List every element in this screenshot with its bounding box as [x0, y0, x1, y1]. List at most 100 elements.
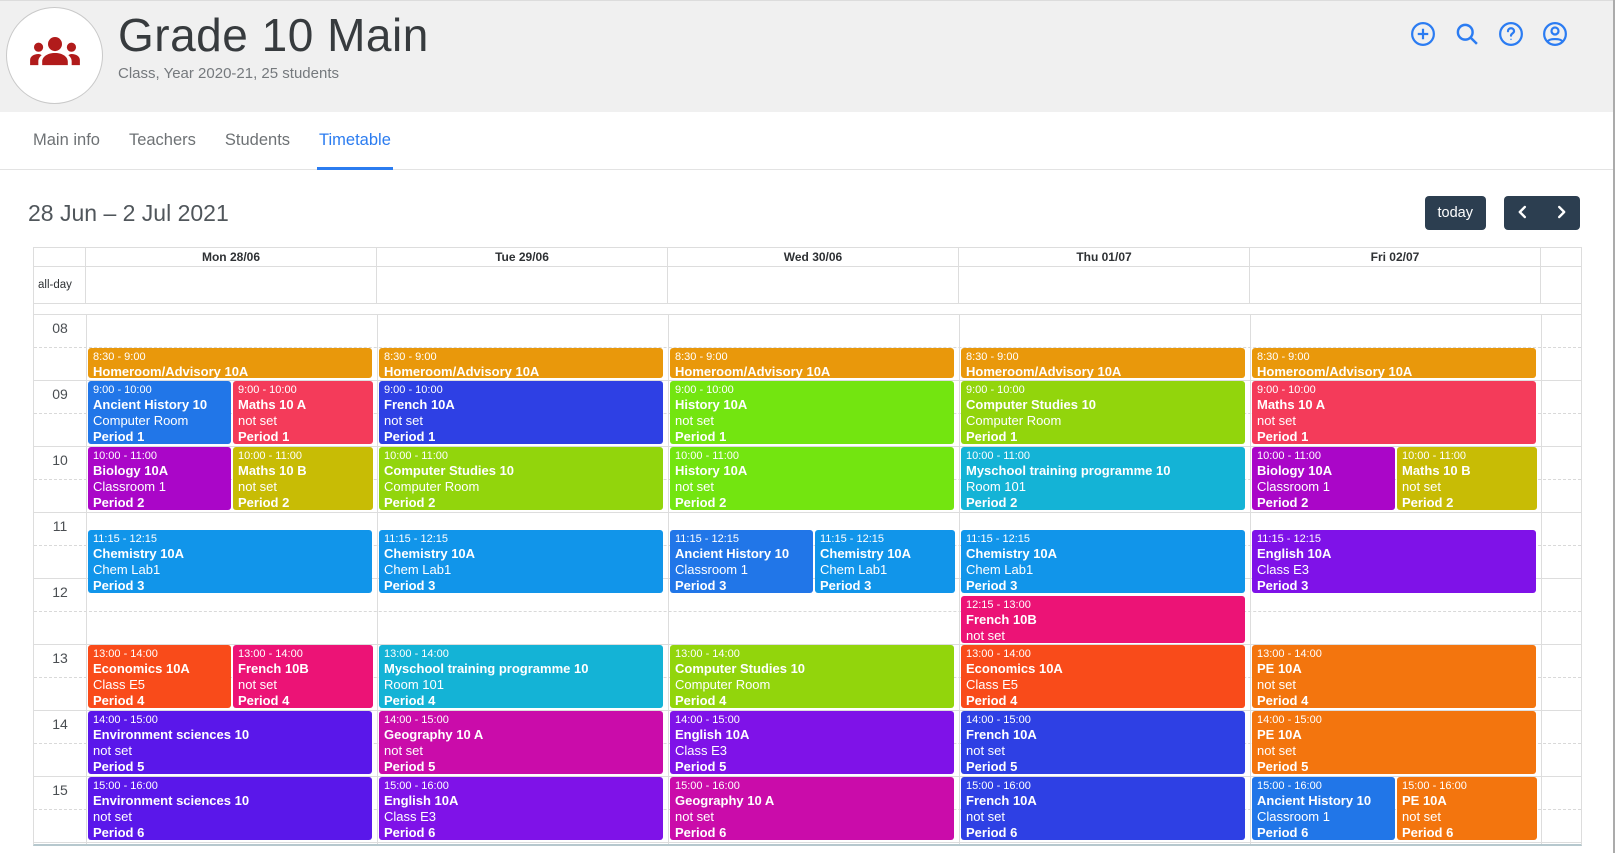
event-time: 13:00 - 14:00 — [238, 648, 303, 660]
hour-row[interactable] — [34, 579, 1581, 645]
event[interactable]: 14:00 - 15:00 Environment sciences 10 not … — [88, 711, 372, 774]
event-subject: PE 10A — [1257, 661, 1302, 676]
tab-students[interactable]: Students — [224, 131, 291, 149]
event[interactable]: 11:15 - 12:15 Chemistry 10A Chem Lab1 Perio… — [961, 530, 1245, 593]
event-subject: PE 10A — [1257, 727, 1302, 742]
tab-timetable[interactable]: Timetable — [317, 112, 393, 170]
event-period: Period 6 — [675, 825, 727, 840]
tab-main-info[interactable]: Main info — [33, 131, 100, 149]
event[interactable]: 13:00 - 14:00 Myschool training programme… — [379, 645, 663, 708]
event[interactable]: 11:15 - 12:15 Ancient History 10 Classroom… — [670, 530, 813, 593]
event-room: Computer Room — [966, 413, 1062, 428]
event[interactable]: 11:15 - 12:15 Chemistry 10A Chem Lab1 Perio… — [88, 530, 372, 593]
event[interactable]: 10:00 - 11:00 Biology 10A Classroom 1 Perio… — [88, 447, 231, 510]
hour-row[interactable] — [34, 843, 1581, 844]
event[interactable]: 15:00 - 16:00 Environment sciences 10 not … — [88, 777, 372, 840]
all-day-cell[interactable] — [86, 267, 377, 303]
event-period: Period 6 — [1257, 825, 1309, 840]
event[interactable]: 14:00 - 15:00 PE 10A not set Period 5 — [1252, 711, 1536, 774]
event-subject: Homeroom/Advisory 10A — [966, 364, 1122, 378]
event[interactable]: 11:15 - 12:15 Chemistry 10A Chem Lab1 Perio… — [379, 530, 663, 593]
grid-vline — [1250, 315, 1251, 844]
event[interactable]: 8:30 - 9:00 Homeroom/Advisory 10A — [379, 348, 663, 378]
event-time: 8:30 - 9:00 — [1257, 351, 1310, 363]
event-room: not set — [1257, 413, 1297, 428]
event-room: Classroom 1 — [93, 479, 166, 494]
account-circle-icon[interactable] — [1541, 20, 1569, 48]
event-room: Class E3 — [675, 743, 728, 758]
today-button[interactable]: today — [1424, 196, 1486, 230]
event[interactable]: 8:30 - 9:00 Homeroom/Advisory 10A — [961, 348, 1245, 378]
half-hour-slot[interactable] — [34, 315, 1581, 348]
event[interactable]: 8:30 - 9:00 Homeroom/Advisory 10A — [88, 348, 372, 378]
event[interactable]: 13:00 - 14:00 PE 10A not set Period 4 — [1252, 645, 1536, 708]
event-period: Period 1 — [384, 429, 436, 444]
day-header: Tue 29/06 — [377, 248, 668, 266]
event-subject: Geography 10 A — [675, 793, 775, 808]
event[interactable]: 12:15 - 13:00 French 10B not set — [961, 596, 1245, 643]
event-room: not set — [93, 809, 133, 824]
event[interactable]: 14:00 - 15:00 French 10A not set Period 5 — [961, 711, 1245, 774]
prev-button[interactable] — [1504, 196, 1542, 230]
hour-row[interactable] — [34, 315, 1581, 381]
event[interactable]: 8:30 - 9:00 Homeroom/Advisory 10A — [1252, 348, 1536, 378]
event-room: Room 101 — [966, 479, 1026, 494]
event[interactable]: 15:00 - 16:00 French 10A not set Period 6 — [961, 777, 1245, 840]
event-subject: Myschool training programme 10 — [966, 463, 1171, 478]
event[interactable]: 11:15 - 12:15 Chemistry 10A Chem Lab1 Perio… — [815, 530, 955, 593]
event[interactable]: 10:00 - 11:00 Myschool training programme… — [961, 447, 1245, 510]
event[interactable]: 9:00 - 10:00 French 10A not set Period 1 — [379, 381, 663, 444]
event-room: not set — [238, 413, 278, 428]
event-subject: English 10A — [1257, 546, 1332, 561]
help-circle-icon[interactable] — [1497, 20, 1525, 48]
add-circle-icon[interactable] — [1409, 20, 1437, 48]
event[interactable]: 10:00 - 11:00 History 10A not set Period 2 — [670, 447, 954, 510]
event[interactable]: 13:00 - 14:00 French 10B not set Period 4 — [233, 645, 373, 708]
event[interactable]: 13:00 - 14:00 Computer Studies 10 Computer… — [670, 645, 954, 708]
event-time: 11:15 - 12:15 — [675, 533, 740, 545]
event-room: not set — [675, 479, 715, 494]
event-subject: History 10A — [675, 463, 748, 478]
event-period: Period 5 — [384, 759, 436, 774]
half-hour-slot[interactable] — [34, 843, 1581, 844]
time-grid: 08 09 10 11 12 13 14 15 8:30 - 9:00 Homeroom/Advi… — [34, 315, 1581, 844]
search-icon[interactable] — [1453, 20, 1481, 48]
next-button[interactable] — [1542, 196, 1580, 230]
all-day-cell[interactable] — [377, 267, 668, 303]
event-room: Chem Lab1 — [966, 562, 1034, 577]
event[interactable]: 9:00 - 10:00 Ancient History 10 Computer R… — [88, 381, 231, 444]
avatar — [6, 7, 103, 104]
event[interactable]: 13:00 - 14:00 Economics 10A Class E5 Period… — [88, 645, 231, 708]
all-day-cell[interactable] — [959, 267, 1250, 303]
event[interactable]: 9:00 - 10:00 History 10A not set Period 1 — [670, 381, 954, 444]
tab-teachers[interactable]: Teachers — [128, 131, 196, 149]
half-hour-slot[interactable] — [34, 579, 1581, 612]
all-day-cell[interactable] — [1250, 267, 1541, 303]
event[interactable]: 11:15 - 12:15 English 10A Class E3 Period 3 — [1252, 530, 1536, 593]
event[interactable]: 10:00 - 11:00 Computer Studies 10 Computer… — [379, 447, 663, 510]
event[interactable]: 15:00 - 16:00 English 10A Class E3 Period 6 — [379, 777, 663, 840]
event-room: not set — [1402, 479, 1442, 494]
event[interactable]: 9:00 - 10:00 Computer Studies 10 Computer … — [961, 381, 1245, 444]
event-time: 13:00 - 14:00 — [1257, 648, 1322, 660]
event-subject: Chemistry 10A — [820, 546, 912, 561]
event-room: not set — [966, 809, 1006, 824]
event[interactable]: 14:00 - 15:00 English 10A Class E3 Period 5 — [670, 711, 954, 774]
event[interactable]: 13:00 - 14:00 Economics 10A Class E5 Period… — [961, 645, 1245, 708]
event-room: Class E3 — [384, 809, 437, 824]
event-time: 15:00 - 16:00 — [1402, 780, 1467, 792]
event-subject: Homeroom/Advisory 10A — [1257, 364, 1413, 378]
event[interactable]: 15:00 - 16:00 PE 10A not set Period 6 — [1397, 777, 1537, 840]
event-subject: Myschool training programme 10 — [384, 661, 589, 676]
event[interactable]: 8:30 - 9:00 Homeroom/Advisory 10A — [670, 348, 954, 378]
event[interactable]: 10:00 - 11:00 Biology 10A Classroom 1 Perio… — [1252, 447, 1395, 510]
event-time: 10:00 - 11:00 — [1402, 450, 1467, 462]
all-day-cell[interactable] — [668, 267, 959, 303]
event[interactable]: 15:00 - 16:00 Ancient History 10 Classroom… — [1252, 777, 1395, 840]
